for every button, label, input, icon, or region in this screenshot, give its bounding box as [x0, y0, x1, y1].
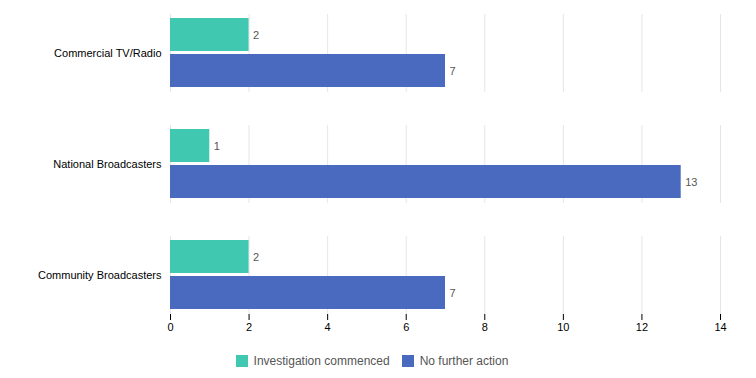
svg-text:Community Broadcasters: Community Broadcasters	[38, 269, 162, 281]
svg-text:12: 12	[636, 321, 648, 333]
svg-text:National Broadcasters: National Broadcasters	[53, 158, 162, 170]
svg-text:8: 8	[482, 321, 488, 333]
html-text:No further action: No further action	[419, 353, 509, 368]
svg-text:7: 7	[450, 287, 456, 299]
svg-text:6: 6	[403, 321, 409, 333]
svg-text:2: 2	[253, 29, 259, 41]
svg-text:4: 4	[325, 321, 331, 333]
svg-text:7: 7	[450, 65, 456, 77]
svg-text:2: 2	[246, 321, 252, 333]
svg-text:10: 10	[557, 321, 569, 333]
svg-text:1: 1	[214, 140, 220, 152]
svg-text:13: 13	[685, 176, 697, 188]
svg-text:2: 2	[253, 251, 259, 263]
svg-text:Commercial TV/Radio: Commercial TV/Radio	[54, 47, 161, 59]
html-text:Investigation commenced: Investigation commenced	[253, 353, 390, 368]
svg-text:0: 0	[167, 321, 173, 333]
svg-text:14: 14	[714, 321, 726, 333]
